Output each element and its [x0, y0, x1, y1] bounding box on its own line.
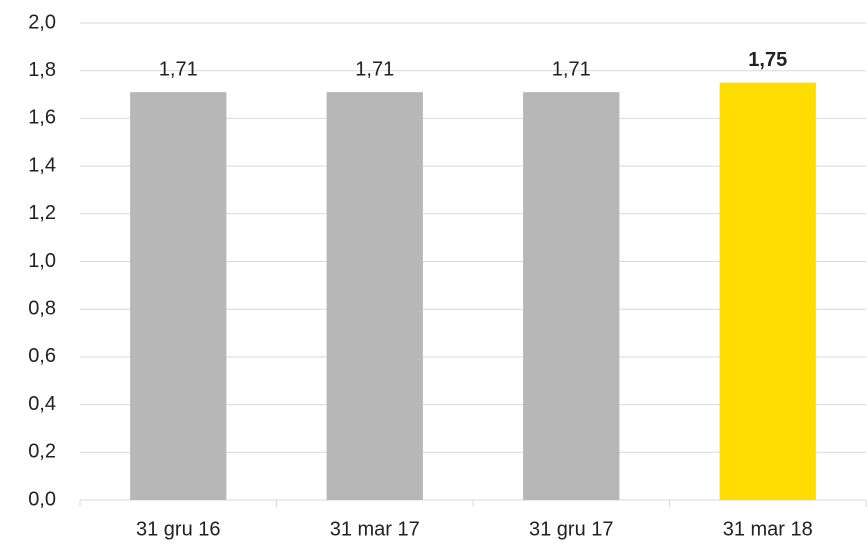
y-tick-label: 0,0	[28, 488, 56, 510]
y-tick-label: 0,6	[28, 345, 56, 367]
y-tick-label: 2,0	[28, 11, 56, 33]
x-tick-label: 31 mar 18	[723, 518, 813, 540]
y-tick-label: 0,4	[28, 393, 56, 415]
x-tick-label: 31 gru 17	[529, 518, 614, 540]
y-tick-label: 1,2	[28, 202, 56, 224]
bar	[719, 82, 816, 500]
value-label: 1,71	[355, 58, 394, 80]
y-tick-label: 0,8	[28, 297, 56, 319]
bar	[326, 92, 423, 500]
y-tick-label: 1,4	[28, 154, 56, 176]
y-tick-label: 0,2	[28, 441, 56, 463]
x-tick-label: 31 gru 16	[136, 518, 221, 540]
value-label: 1,75	[748, 49, 787, 71]
bar	[523, 92, 620, 500]
value-label: 1,71	[552, 58, 591, 80]
x-tick-label: 31 mar 17	[330, 518, 420, 540]
y-tick-label: 1,8	[28, 59, 56, 81]
y-tick-label: 1,6	[28, 107, 56, 129]
bar	[130, 92, 227, 500]
value-label: 1,71	[159, 58, 198, 80]
y-tick-label: 1,0	[28, 250, 56, 272]
